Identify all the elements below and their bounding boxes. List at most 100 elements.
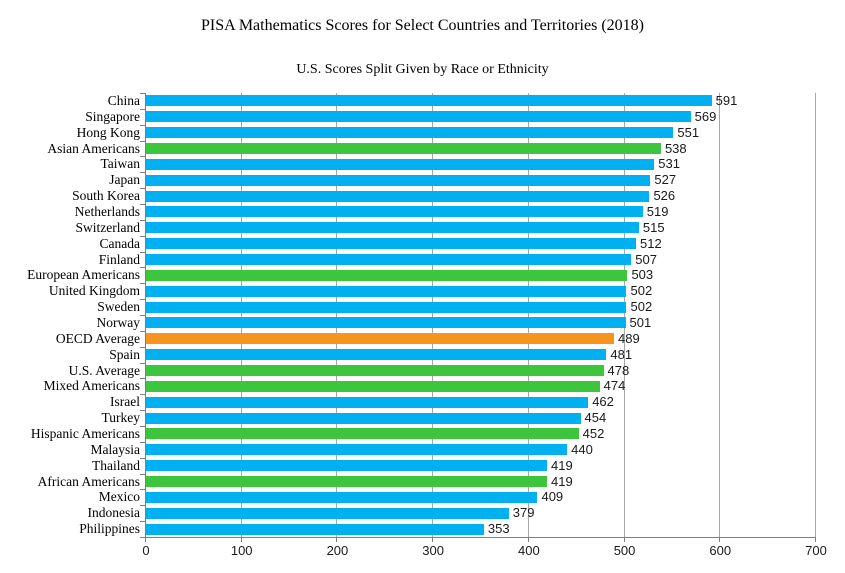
category-label: Turkey	[101, 410, 140, 426]
y-axis-tick	[140, 140, 146, 142]
bar	[146, 238, 637, 250]
bar	[146, 317, 626, 329]
chart-subtitle: U.S. Scores Split Given by Race or Ethni…	[296, 62, 549, 77]
x-tick-label: 700	[805, 543, 827, 558]
bar	[146, 476, 548, 487]
y-axis-tick	[140, 489, 146, 491]
bar	[146, 428, 579, 440]
category-label: U.S. Average	[68, 362, 140, 378]
y-axis-tick	[140, 378, 146, 380]
gridline	[432, 93, 434, 537]
bar	[146, 396, 589, 408]
x-axis-tick	[719, 537, 721, 542]
category-label: Netherlands	[74, 204, 140, 219]
bar-value-label: 440	[571, 441, 593, 457]
bar	[146, 95, 712, 107]
bar-value-label: 512	[640, 235, 662, 251]
bar-value-label: 481	[610, 346, 633, 362]
x-axis-tick	[623, 537, 625, 542]
bar-value-label: 502	[630, 299, 653, 315]
bar	[146, 460, 548, 472]
bar	[146, 111, 691, 123]
y-axis-tick	[140, 235, 146, 237]
category-label: Thailand	[92, 457, 140, 473]
bar-value-label: 527	[654, 172, 677, 188]
y-axis-tick	[140, 410, 146, 412]
y-axis-tick	[140, 505, 146, 507]
category-label: Switzerland	[75, 219, 140, 235]
y-axis-tick	[140, 441, 146, 443]
category-label: Indonesia	[87, 505, 140, 521]
y-axis-tick	[140, 473, 146, 475]
category-label: Hong Kong	[76, 124, 140, 140]
x-axis-line	[145, 537, 816, 538]
bar-value-label: 353	[487, 521, 510, 537]
y-axis-tick	[140, 108, 146, 110]
bar	[146, 143, 661, 154]
x-tick-label: 0	[142, 543, 150, 558]
bar-value-label: 462	[592, 394, 614, 410]
gridline	[240, 93, 242, 537]
y-axis-tick	[140, 299, 146, 301]
bar	[146, 174, 651, 186]
y-axis-tick	[140, 124, 146, 126]
category-label: Finland	[98, 251, 140, 267]
y-axis-tick	[140, 251, 146, 253]
y-axis-tick	[140, 172, 146, 174]
category-label: Japan	[109, 172, 140, 188]
bar	[146, 127, 674, 139]
gridline	[527, 93, 529, 537]
y-axis-tick	[140, 330, 146, 332]
bar-value-label: 503	[631, 267, 654, 283]
gridline	[336, 93, 338, 537]
bar-value-label: 478	[607, 362, 630, 378]
x-axis-tick	[815, 537, 816, 542]
bar	[146, 158, 655, 170]
category-label: Mexico	[98, 489, 140, 505]
y-axis-tick	[140, 267, 146, 269]
y-axis-tick	[140, 537, 146, 538]
bar	[146, 333, 615, 345]
bar	[146, 412, 581, 424]
y-axis-tick	[140, 521, 146, 523]
bar-value-label: 531	[658, 156, 680, 172]
bar	[146, 507, 509, 519]
y-axis-tick	[140, 394, 146, 396]
category-label: Philippines	[79, 521, 140, 537]
bar-value-label: 501	[629, 315, 652, 330]
gridline	[815, 93, 816, 537]
x-tick-label: 100	[230, 543, 253, 558]
bar	[146, 523, 484, 535]
bar-value-label: 507	[635, 251, 657, 267]
category-label: Hispanic Americans	[30, 426, 140, 441]
category-label: Norway	[96, 315, 141, 330]
bar	[146, 380, 600, 392]
x-tick-label: 400	[517, 543, 540, 558]
plot-area: 591 569 551 538 531 527 526 519 515 512 507 503 502 5…	[145, 93, 816, 538]
category-label: Asian Americans	[47, 140, 140, 156]
bar	[146, 190, 650, 202]
y-axis-tick	[140, 315, 146, 316]
category-label: Taiwan	[100, 156, 140, 172]
y-axis-tick	[140, 188, 146, 190]
bar-value-label: 519	[646, 204, 669, 219]
bar-value-label: 454	[584, 410, 607, 426]
category-label: United Kingdom	[48, 283, 140, 299]
y-axis-tick	[140, 219, 146, 221]
bar	[146, 254, 632, 265]
x-axis-tick	[240, 537, 242, 542]
category-label: Spain	[109, 346, 140, 362]
bar-value-label: 569	[694, 108, 717, 124]
x-tick-label: 600	[709, 543, 732, 558]
y-axis-tick	[140, 204, 146, 205]
gridline	[719, 93, 721, 537]
y-axis-tick	[140, 283, 146, 285]
bar-value-label: 526	[653, 188, 676, 204]
bar-value-label: 379	[512, 505, 535, 521]
category-label: European Americans	[27, 267, 140, 283]
bar-value-label: 591	[715, 93, 738, 108]
x-tick-label: 200	[326, 543, 349, 558]
category-label: Canada	[99, 235, 140, 251]
x-axis-tick	[336, 537, 338, 542]
y-axis-tick	[140, 346, 146, 348]
